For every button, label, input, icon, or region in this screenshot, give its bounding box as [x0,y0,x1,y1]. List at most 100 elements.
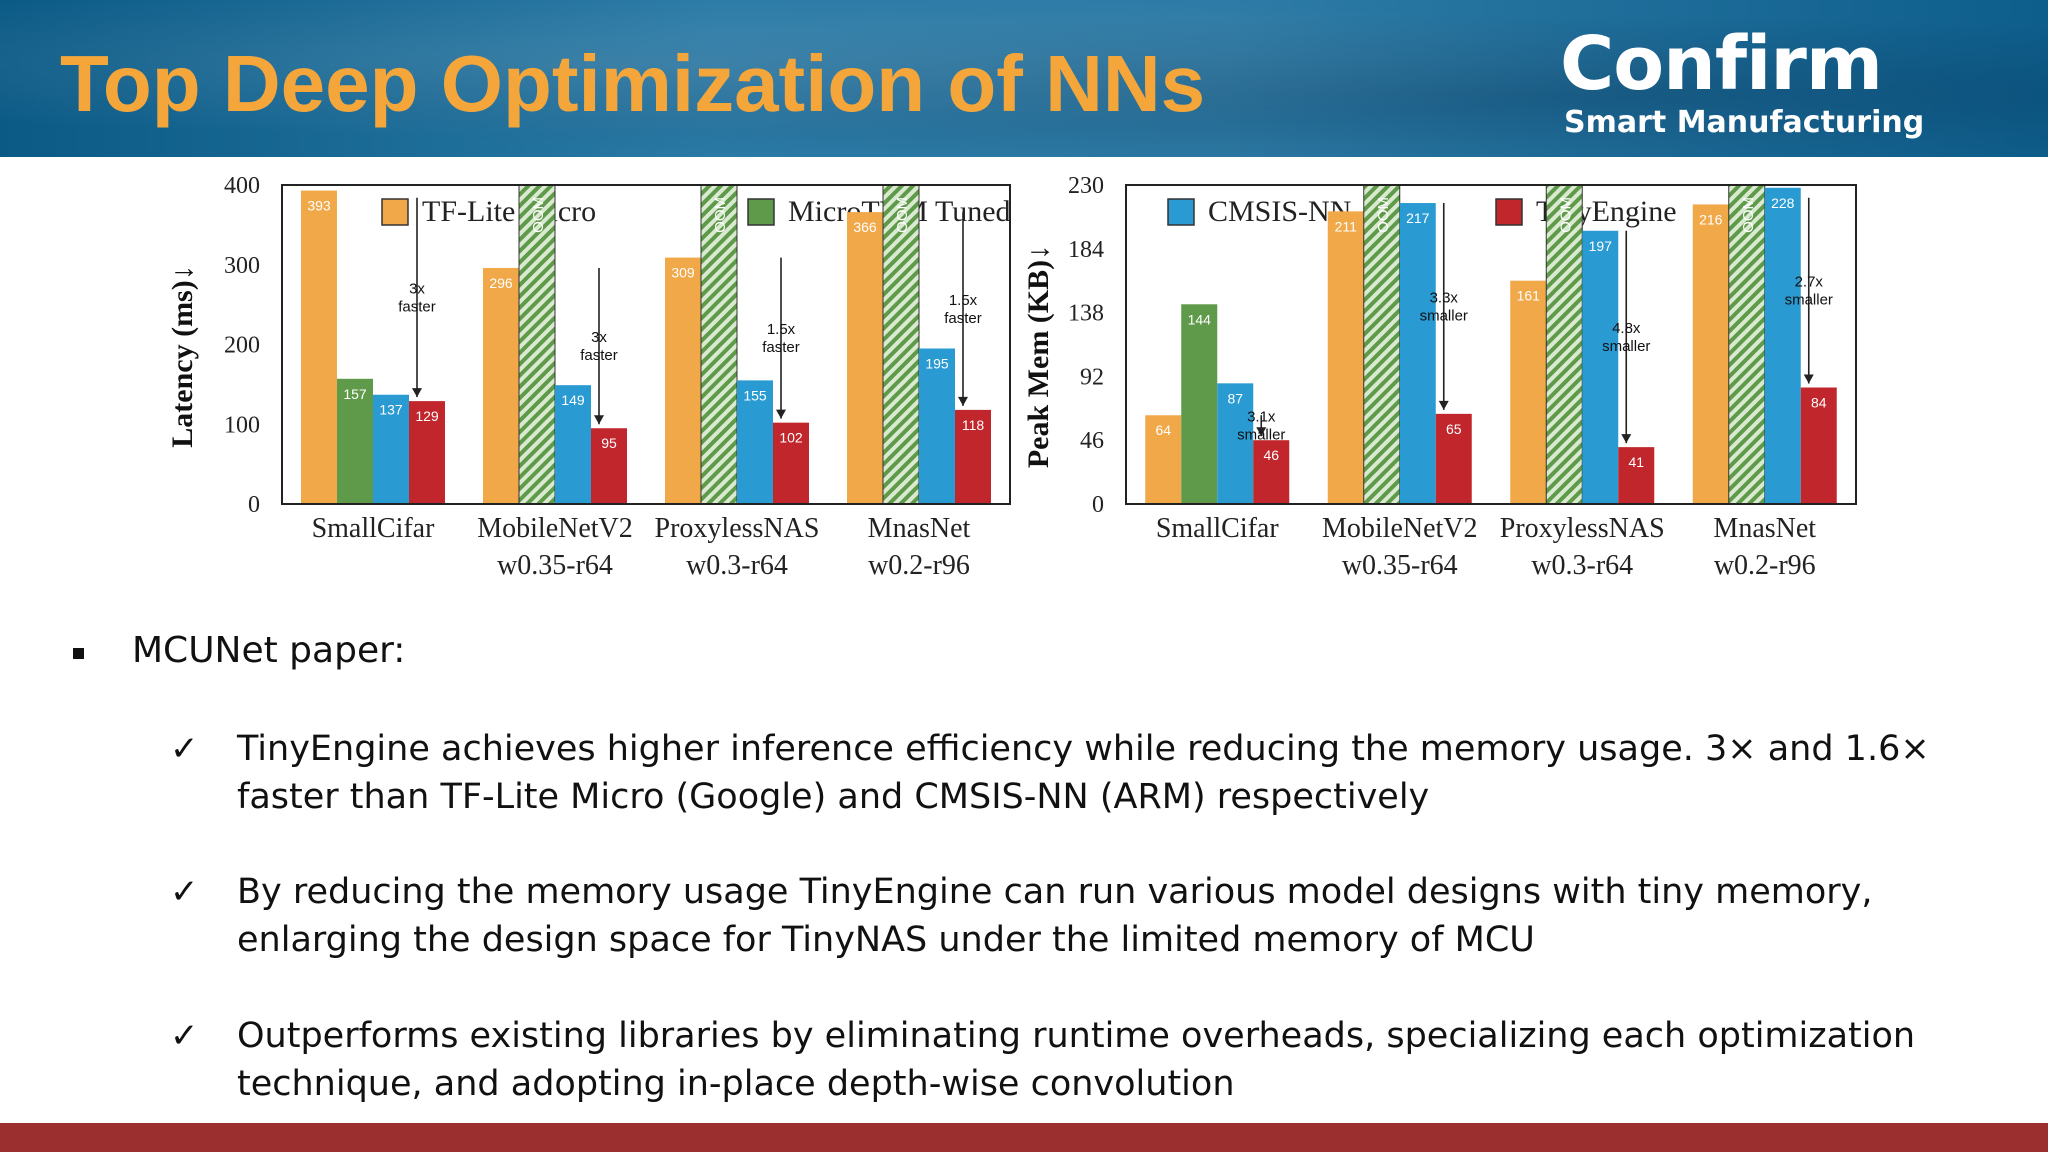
list-item-text: By reducing the memory usage TinyEngine … [237,872,1873,960]
annotation-text: 4.8x [1612,320,1641,337]
header-background [0,0,2048,157]
bar [1618,447,1655,504]
legend-swatch [747,198,775,226]
y-tick-label: 0 [248,492,260,518]
y-tick-label: 400 [224,173,260,199]
bar-label: 393 [307,198,331,214]
bar [373,394,409,504]
slide-title: Top Deep Optimization of NNs [60,39,1206,128]
x-tick-label: w0.3-r64 [686,550,788,581]
x-tick-label: w0.35-r64 [497,550,613,581]
y-tick-label: 230 [1068,173,1104,199]
x-tick-label: w0.2-r96 [868,550,970,581]
bar [1435,413,1472,504]
bar [1363,184,1401,505]
list-item-text: TinyEngine achieves higher inference eff… [237,729,1930,817]
latency-chart: 0 100 200 300 400 Latency (ms)↓ 393 157 137 129 3x… [166,173,1011,581]
annotation-arrowhead [1438,400,1449,410]
bar-label: 157 [343,386,367,402]
main-bullet-text: MCUNet paper: [132,630,406,671]
y-axis-label: Latency (ms)↓ [166,265,199,447]
y-axis-label: Peak Mem (KB)↓ [1022,245,1055,468]
bar-label: OOM [712,197,729,233]
annotation-text: 3x [409,280,425,297]
annotation-text: smaller [1237,427,1285,444]
checkmark-icon: ✓ [170,1016,199,1056]
legend-label: CMSIS-NN [1208,195,1351,228]
annotation-arrowhead [1256,427,1267,437]
plot-frame [1125,184,1857,505]
annotation-text: faster [944,310,982,327]
y-tick-label: 138 [1068,301,1104,327]
y-tick-label: 184 [1068,237,1104,263]
y-tick-label: 92 [1080,364,1104,390]
annotation-text: smaller [1602,338,1650,355]
bar [337,378,373,504]
x-tick-label: ProxylessNAS [1500,513,1665,544]
y-tick-label: 100 [224,412,260,438]
bar-label: 102 [779,430,803,446]
bar-label: 211 [1335,218,1358,234]
annotation-arrowhead [958,396,968,406]
bar [301,190,337,504]
y-tick-label: 0 [1092,492,1104,518]
bar [1582,230,1619,504]
annotation-text: 1.5x [767,321,796,338]
bar-label: 95 [601,435,617,451]
x-tick-label: w0.2-r96 [1714,550,1816,581]
annotation-text: 3.3x [1430,289,1459,306]
bar [1399,203,1436,504]
bar [737,380,773,504]
annotation-text: 3x [591,329,607,346]
bar-label: 195 [925,355,949,371]
list-item-text: Outperforms existing libraries by elimin… [237,1016,1916,1104]
annotation-text: 2.7x [1795,274,1824,291]
x-tick-label: MobileNetV2 [1322,513,1478,544]
annotation-arrowhead [412,388,422,398]
x-tick-label: w0.35-r64 [1342,550,1458,581]
bar-label: 129 [415,408,439,424]
bar-label: 84 [1811,394,1827,410]
legend-swatch [381,198,409,226]
bar [700,184,738,505]
bar [847,212,883,505]
bar-label: 216 [1699,211,1723,227]
annotation-arrowhead [594,415,604,425]
annotation-text: 3.1x [1247,409,1276,426]
square-bullet-icon [73,648,84,659]
bar-label: 296 [489,275,513,291]
bar [1181,304,1218,504]
bar [1545,184,1583,505]
bar-label: 217 [1406,210,1430,226]
bar-label: 155 [743,387,767,403]
bar [1510,280,1547,504]
slide-header: Top Deep Optimization of NNs Confirm Sma… [0,0,2048,157]
bar-label: 144 [1188,311,1212,327]
bar-label: 228 [1771,195,1795,211]
logo-name: Confirm [1560,21,1883,107]
x-tick-label: SmallCifar [312,513,436,544]
bar-label: 197 [1589,238,1613,254]
checkmark-icon: ✓ [170,872,199,912]
logo-tagline: Smart Manufacturing [1564,105,1925,140]
bar [409,401,445,504]
annotation-arrowhead [776,409,786,419]
bar [665,257,701,504]
x-tick-label: w0.3-r64 [1531,550,1633,581]
x-tick-label: MnasNet [1713,513,1816,544]
slide-content: MCUNet paper: ✓ TinyEngine achieves high… [0,600,2048,1120]
bar [1145,415,1182,504]
bar [591,428,627,504]
annotation-text: faster [580,347,618,364]
bar-label: 161 [1517,288,1541,304]
bar-label: OOM [894,197,911,233]
bar-label: 149 [561,392,585,408]
bar [1800,387,1837,504]
bar-label: 87 [1227,390,1243,406]
x-tick-label: ProxylessNAS [655,513,820,544]
legend-swatch [1495,198,1523,226]
bar-label: 118 [962,417,985,433]
bar-label: OOM [1740,197,1757,233]
bar-label: OOM [530,197,547,233]
bar-label: 64 [1155,422,1171,438]
